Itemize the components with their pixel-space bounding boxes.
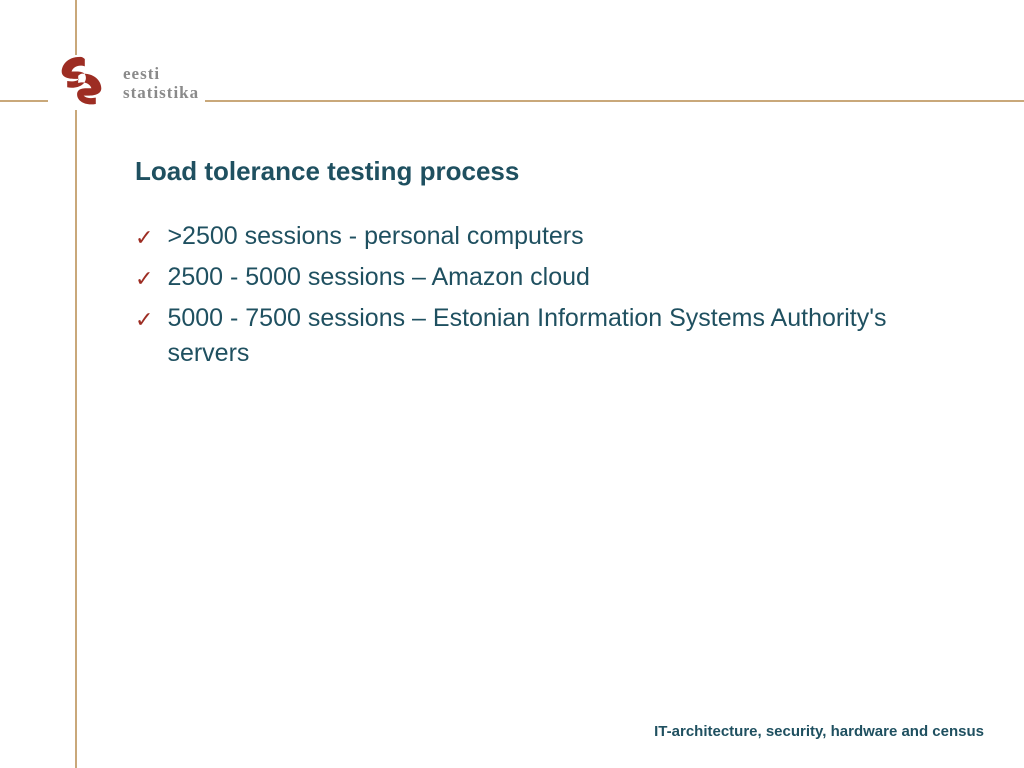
footer-text: IT-architecture, security, hardware and …: [0, 723, 984, 740]
check-icon: ✓: [135, 223, 153, 254]
bullet-item: ✓ 5000 - 7500 sessions – Estonian Informa…: [135, 301, 964, 371]
bullet-item: ✓ >2500 sessions - personal computers: [135, 219, 964, 254]
check-icon: ✓: [135, 305, 153, 336]
logo-text-line1: eesti: [123, 65, 199, 82]
content-area: Load tolerance testing process ✓ >2500 se…: [135, 155, 964, 377]
logo-text-line2: statistika: [123, 84, 199, 101]
slide-title: Load tolerance testing process: [135, 155, 535, 189]
bullet-list: ✓ >2500 sessions - personal computers ✓ 250…: [135, 219, 964, 371]
bullet-text: 5000 - 7500 sessions – Estonian Informat…: [167, 301, 964, 371]
logo-mark-icon: [54, 55, 109, 110]
bullet-text: 2500 - 5000 sessions – Amazon cloud: [167, 260, 964, 295]
logo: eesti statistika: [48, 55, 205, 110]
vertical-rule: [75, 0, 77, 768]
check-icon: ✓: [135, 264, 153, 295]
bullet-item: ✓ 2500 - 5000 sessions – Amazon cloud: [135, 260, 964, 295]
logo-text: eesti statistika: [123, 65, 199, 101]
slide: eesti statistika Load tolerance testing …: [0, 0, 1024, 768]
bullet-text: >2500 sessions - personal computers: [167, 219, 964, 254]
